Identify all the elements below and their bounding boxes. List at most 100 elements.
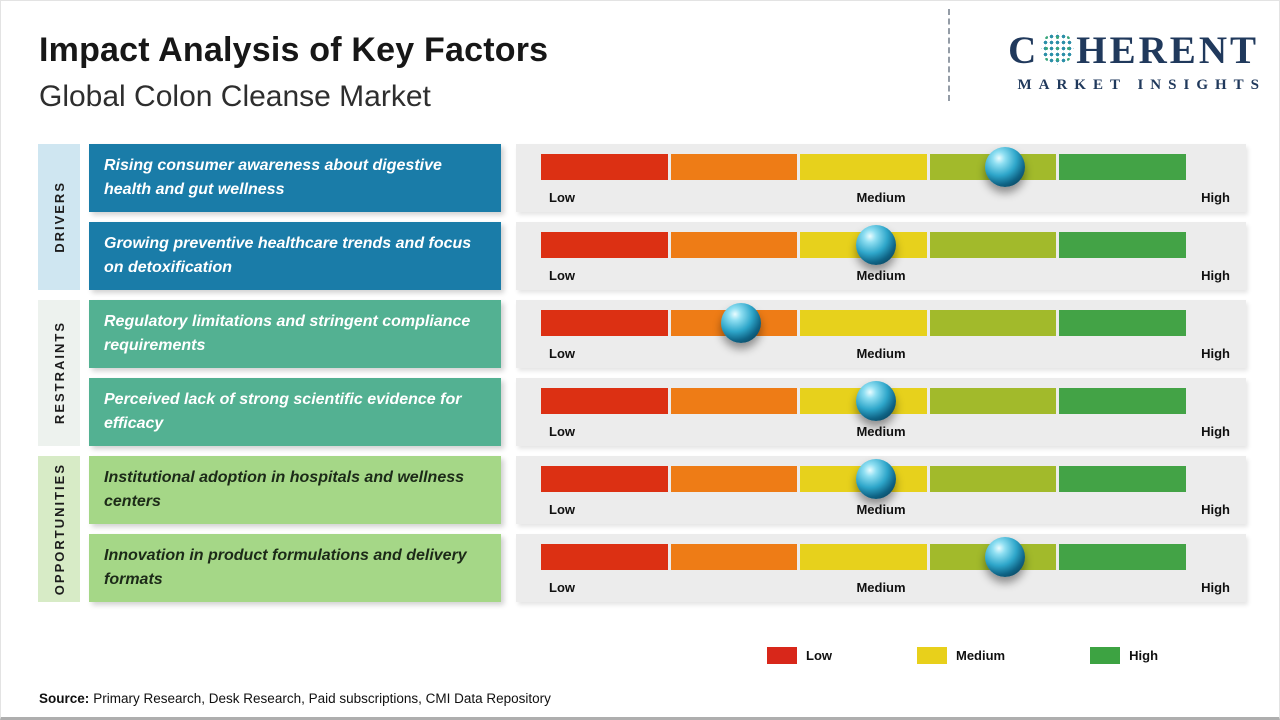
scale-label-low: Low (549, 346, 575, 361)
scale-label-high: High (1201, 190, 1230, 205)
factor-text: Rising consumer awareness about digestiv… (104, 157, 442, 198)
impact-bar-row: Low Medium High (516, 534, 1246, 602)
group-label-opportunities: OPPORTUNITIES (51, 462, 67, 596)
bar-segment-green (1059, 544, 1186, 570)
bar-segment-orange (670, 232, 798, 258)
impact-bar-row: Low Medium High (516, 456, 1246, 524)
bar-segment-orange (670, 388, 798, 414)
impact-scale-bar (541, 147, 1186, 187)
impact-scale-bar (541, 537, 1186, 577)
legend-label-medium: Medium (956, 648, 1006, 663)
impact-bar-row: Low Medium High (516, 300, 1246, 368)
factor-text: Regulatory limitations and stringent com… (104, 313, 471, 354)
brand-logo: C HERENT MARKET INSIGHTS (1008, 31, 1259, 94)
bar-segment-red (541, 154, 668, 180)
scale-label-medium: Medium (856, 424, 906, 439)
factor-text: Perceived lack of strong scientific evid… (104, 391, 462, 432)
legend-swatch-medium (917, 647, 947, 664)
bar-segment-green (1059, 310, 1186, 336)
bar-segment-red (541, 544, 668, 570)
group-drivers: DRIVERS (38, 144, 80, 290)
bar-segment-yellowgreen (929, 466, 1057, 492)
impact-scale-bar (541, 381, 1186, 421)
impact-marker (985, 147, 1026, 187)
logo-divider (948, 9, 950, 101)
legend-item-high: High (1090, 647, 1158, 664)
scale-label-medium: Medium (856, 268, 906, 283)
legend-item-medium: Medium (917, 647, 1005, 664)
group-label-restraints: RESTRAINTS (51, 321, 67, 425)
factor-box: Innovation in product formulations and d… (89, 534, 501, 602)
bar-segment-orange (670, 544, 798, 570)
scale-label-low: Low (549, 580, 575, 595)
group-restraints: RESTRAINTS (38, 300, 80, 446)
impact-bar-row: Low Medium High (516, 222, 1246, 290)
bar-segment-yellowgreen (929, 388, 1057, 414)
factor-box: Growing preventive healthcare trends and… (89, 222, 501, 290)
scale-label-low: Low (549, 502, 575, 517)
legend-item-low: Low (767, 647, 832, 664)
impact-marker (856, 459, 897, 499)
impact-bar-row: Low Medium High (516, 144, 1246, 212)
brand-letter-start: C (1008, 29, 1040, 72)
impact-bar-row: Low Medium High (516, 378, 1246, 446)
bar-segment-yellowgreen (929, 232, 1057, 258)
impact-marker (720, 303, 761, 343)
bar-segment-orange (670, 154, 798, 180)
bar-segment-green (1059, 466, 1186, 492)
scale-label-medium: Medium (856, 190, 906, 205)
bar-segment-red (541, 466, 668, 492)
impact-scale-bar (541, 459, 1186, 499)
source-label: Source: (39, 691, 90, 706)
scale-label-low: Low (549, 190, 575, 205)
source-text: Primary Research, Desk Research, Paid su… (93, 691, 551, 706)
scale-label-high: High (1201, 346, 1230, 361)
bar-segment-red (541, 232, 668, 258)
scale-label-low: Low (549, 424, 575, 439)
brand-tagline: MARKET INSIGHTS (1017, 77, 1266, 93)
legend: Low Medium High (767, 647, 1158, 664)
globe-icon (1041, 32, 1075, 65)
bar-segment-yellow (800, 544, 927, 570)
bar-segment-orange (670, 466, 798, 492)
bar-segment-yellow (800, 154, 927, 180)
scale-label-medium: Medium (856, 580, 906, 595)
scale-label-high: High (1201, 424, 1230, 439)
factor-box: Regulatory limitations and stringent com… (89, 300, 501, 368)
impact-marker (856, 381, 897, 421)
legend-swatch-high (1090, 647, 1121, 664)
source-line: Source: Primary Research, Desk Research, … (39, 691, 551, 706)
page-title: Impact Analysis of Key Factors (39, 31, 549, 69)
factor-box: Rising consumer awareness about digestiv… (89, 144, 501, 212)
impact-scale-bar (541, 303, 1186, 343)
bar-segment-red (541, 388, 668, 414)
scale-label-high: High (1201, 502, 1230, 517)
impact-scale-bar (541, 225, 1186, 265)
bar-segment-yellowgreen (929, 310, 1057, 336)
factor-text: Institutional adoption in hospitals and … (104, 469, 465, 510)
page-subtitle: Global Colon Cleanse Market (39, 80, 431, 113)
factor-text: Innovation in product formulations and d… (104, 547, 467, 588)
bar-segment-green (1059, 232, 1186, 258)
group-label-drivers: DRIVERS (51, 181, 67, 253)
brand-name: C HERENT (1008, 31, 1259, 70)
legend-label-low: Low (806, 648, 832, 663)
bar-segment-red (541, 310, 668, 336)
scale-label-medium: Medium (856, 346, 906, 361)
impact-marker (985, 537, 1026, 577)
bar-segment-green (1059, 154, 1186, 180)
impact-marker (856, 225, 897, 265)
brand-word-rest: HERENT (1076, 29, 1259, 72)
legend-swatch-low (767, 647, 797, 664)
scale-label-medium: Medium (856, 502, 906, 517)
bar-segment-green (1059, 388, 1186, 414)
group-opportunities: OPPORTUNITIES (38, 456, 80, 602)
legend-label-high: High (1129, 648, 1159, 663)
factor-text: Growing preventive healthcare trends and… (104, 235, 472, 276)
header: Impact Analysis of Key Factors Global Co… (39, 31, 548, 114)
scale-label-high: High (1201, 268, 1230, 283)
scale-label-low: Low (549, 268, 575, 283)
scale-label-high: High (1201, 580, 1230, 595)
factor-box: Perceived lack of strong scientific evid… (89, 378, 501, 446)
